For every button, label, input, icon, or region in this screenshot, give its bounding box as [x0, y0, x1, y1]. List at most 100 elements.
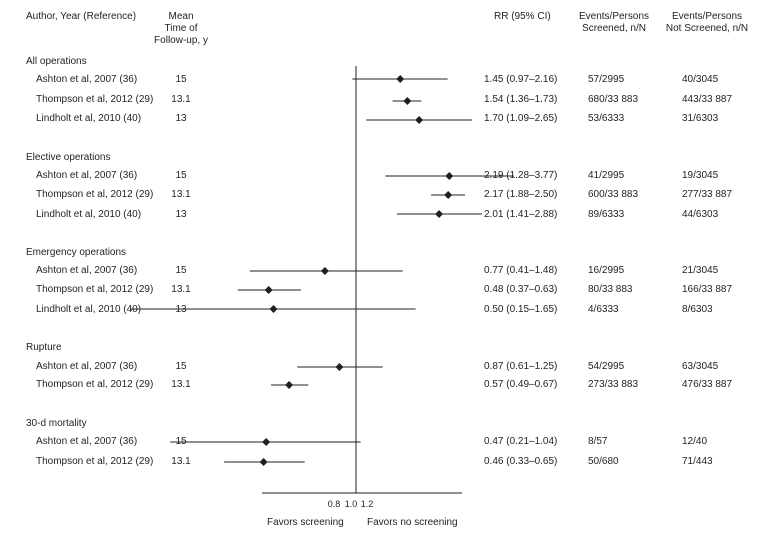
point-estimate-diamond — [435, 210, 444, 218]
point-estimate-diamond — [403, 97, 412, 105]
followup-value: 15 — [175, 74, 187, 85]
rr-value: 0.87 (0.61–1.25) — [484, 361, 558, 372]
rr-value: 0.48 (0.37–0.63) — [484, 284, 558, 295]
not-screened-value: 166/33 887 — [682, 284, 733, 295]
study-label: Thompson et al, 2012 (29) — [36, 189, 154, 200]
group-label: Rupture — [26, 342, 62, 353]
screened-value: 80/33 883 — [588, 284, 633, 295]
point-estimate-diamond — [320, 267, 329, 275]
followup-value: 13.1 — [171, 189, 191, 200]
not-screened-value: 8/6303 — [682, 304, 713, 315]
not-screened-value: 40/3045 — [682, 74, 719, 85]
followup-value: 13.1 — [171, 284, 191, 295]
header-followup-line1: Mean — [168, 11, 194, 22]
header-not-screened: Events/Persons Not Screened, n/N — [660, 11, 754, 35]
study-label: Thompson et al, 2012 (29) — [36, 94, 154, 105]
rr-value: 2.17 (1.88–2.50) — [484, 189, 558, 200]
header-not-screened-line2: Not Screened, n/N — [665, 23, 749, 34]
study-label: Thompson et al, 2012 (29) — [36, 284, 154, 295]
screened-value: 8/57 — [588, 436, 608, 447]
followup-value: 13.1 — [171, 456, 191, 467]
followup-value: 15 — [175, 265, 187, 276]
point-estimate-diamond — [444, 191, 453, 199]
tick-label-1.2: 1.2 — [361, 499, 374, 509]
study-label: Lindholt et al, 2010 (40) — [36, 209, 142, 220]
tick-label-1.0: 1.0 — [345, 499, 358, 509]
screened-value: 680/33 883 — [588, 94, 639, 105]
not-screened-value: 476/33 887 — [682, 379, 733, 390]
screened-value: 54/2995 — [588, 361, 625, 372]
rr-value: 0.50 (0.15–1.65) — [484, 304, 558, 315]
screened-value: 89/6333 — [588, 209, 625, 220]
followup-value: 13.1 — [171, 379, 191, 390]
point-estimate-diamond — [396, 75, 405, 83]
rr-value: 0.47 (0.21–1.04) — [484, 436, 558, 447]
not-screened-value: 21/3045 — [682, 265, 719, 276]
screened-value: 50/680 — [588, 456, 619, 467]
group-label: 30-d mortality — [26, 418, 87, 429]
study-label: Ashton et al, 2007 (36) — [36, 74, 138, 85]
followup-value: 15 — [175, 170, 187, 181]
rr-value: 1.54 (1.36–1.73) — [484, 94, 558, 105]
screened-value: 53/6333 — [588, 113, 625, 124]
header-screened: Events/Persons Screened, n/N — [568, 11, 660, 35]
point-estimate-diamond — [269, 305, 278, 313]
rr-value: 1.70 (1.09–2.65) — [484, 113, 558, 124]
point-estimate-diamond — [264, 286, 273, 294]
not-screened-value: 19/3045 — [682, 170, 719, 181]
group-label: Emergency operations — [26, 247, 127, 258]
not-screened-value: 63/3045 — [682, 361, 719, 372]
rr-value: 2.01 (1.41–2.88) — [484, 209, 558, 220]
study-label: Ashton et al, 2007 (36) — [36, 265, 138, 276]
header-followup-line2: Time of — [164, 23, 198, 34]
not-screened-value: 443/33 887 — [682, 94, 733, 105]
forest-marks — [130, 75, 514, 466]
favors-screening-label: Favors screening — [267, 517, 344, 528]
screened-value: 600/33 883 — [588, 189, 639, 200]
group-label: Elective operations — [26, 152, 111, 163]
point-estimate-diamond — [445, 172, 454, 180]
point-estimate-diamond — [415, 116, 424, 124]
study-label: Thompson et al, 2012 (29) — [36, 456, 154, 467]
header-screened-line1: Events/Persons — [578, 11, 650, 22]
point-estimate-diamond — [262, 438, 271, 446]
not-screened-value: 31/6303 — [682, 113, 719, 124]
rr-value: 0.77 (0.41–1.48) — [484, 265, 558, 276]
screened-value: 4/6333 — [588, 304, 619, 315]
header-screened-line2: Screened, n/N — [582, 23, 646, 34]
header-study: Author, Year (Reference) — [26, 11, 137, 22]
header-followup-line3: Follow-up, y — [154, 35, 208, 46]
header-rr: RR (95% CI) — [494, 11, 551, 22]
header-not-screened-line1: Events/Persons — [671, 11, 743, 22]
screened-value: 273/33 883 — [588, 379, 639, 390]
screened-value: 57/2995 — [588, 74, 625, 85]
screened-value: 41/2995 — [588, 170, 625, 181]
study-label: Lindholt et al, 2010 (40) — [36, 304, 142, 315]
followup-value: 13 — [175, 113, 187, 124]
study-label: Lindholt et al, 2010 (40) — [36, 113, 142, 124]
not-screened-value: 44/6303 — [682, 209, 719, 220]
not-screened-value: 12/40 — [682, 436, 708, 447]
header-followup: Mean Time of Follow-up, y — [150, 11, 212, 47]
study-label: Ashton et al, 2007 (36) — [36, 436, 138, 447]
screened-value: 16/2995 — [588, 265, 625, 276]
favors-no-screening-label: Favors no screening — [367, 517, 458, 528]
point-estimate-diamond — [285, 381, 294, 389]
group-label: All operations — [26, 56, 87, 67]
followup-value: 15 — [175, 361, 187, 372]
point-estimate-diamond — [259, 458, 268, 466]
followup-value: 13.1 — [171, 94, 191, 105]
followup-value: 13 — [175, 209, 187, 220]
study-label: Ashton et al, 2007 (36) — [36, 361, 138, 372]
not-screened-value: 277/33 887 — [682, 189, 733, 200]
tick-label-0.8: 0.8 — [328, 499, 341, 509]
study-label: Ashton et al, 2007 (36) — [36, 170, 138, 181]
rr-value: 2.19 (1.28–3.77) — [484, 170, 558, 181]
study-label: Thompson et al, 2012 (29) — [36, 379, 154, 390]
not-screened-value: 71/443 — [682, 456, 713, 467]
rr-value: 1.45 (0.97–2.16) — [484, 74, 558, 85]
rr-value: 0.46 (0.33–0.65) — [484, 456, 558, 467]
rr-value: 0.57 (0.49–0.67) — [484, 379, 558, 390]
point-estimate-diamond — [335, 363, 344, 371]
